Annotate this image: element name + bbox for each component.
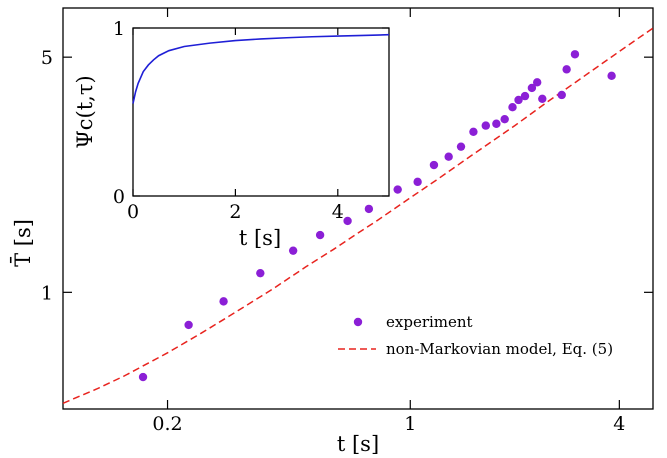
model-curve <box>62 27 654 404</box>
experiment-point <box>429 160 439 170</box>
inset-ytick-label: 1 <box>113 18 125 40</box>
experiment-point <box>557 90 566 100</box>
main-ytick-label: 5 <box>41 47 53 69</box>
experiment-point <box>219 297 228 306</box>
inset-xlabel: t [s] <box>239 226 281 250</box>
experiment-point <box>532 78 542 87</box>
inset-background <box>133 28 389 196</box>
main-xtick-label: 4 <box>613 413 625 435</box>
experiment-point <box>570 50 580 59</box>
experiment-point <box>364 204 374 214</box>
inset-ytick-label: 0 <box>113 186 125 208</box>
inset-xtick-label: 2 <box>229 201 241 223</box>
inset-ylabel: Ψc(t,τ) <box>73 75 97 148</box>
main-plot-frame <box>62 7 654 410</box>
main-ticks: 0.2 1 4 1 5 <box>41 8 653 435</box>
main-points-layer <box>138 50 616 382</box>
experiment-point <box>520 91 530 101</box>
experiment-point <box>492 119 501 128</box>
experiment-point <box>562 65 571 74</box>
main-xtick-label: 0.2 <box>152 413 182 435</box>
main-ylabel: T̄ [s] <box>10 219 35 267</box>
experiment-point <box>500 115 509 124</box>
experiment-point <box>343 216 352 226</box>
inset-curve <box>132 33 390 104</box>
experiment-point <box>538 94 547 104</box>
legend: experiment non-Markovian model, Eq. (5) <box>338 313 613 358</box>
experiment-point <box>527 83 537 93</box>
inset-ticks: 0 2 4 0 1 <box>113 18 389 223</box>
main-curve-layer <box>62 27 654 404</box>
experiment-point <box>393 185 402 194</box>
experiment-point <box>138 372 148 382</box>
experiment-point <box>508 103 517 112</box>
legend-experiment-label: experiment <box>386 313 473 331</box>
inset-chart: 0 2 4 0 1 t [s] Ψc(t,τ) <box>73 18 390 250</box>
experiment-point <box>256 268 265 278</box>
inset-frame <box>132 27 390 197</box>
experiment-point <box>514 95 523 105</box>
experiment-point <box>469 127 478 136</box>
main-xtick-label: 1 <box>404 413 416 435</box>
experiment-point <box>607 71 616 81</box>
experiment-point <box>481 121 490 130</box>
main-xlabel: t [s] <box>337 432 379 456</box>
main-ytick-label: 1 <box>41 282 53 304</box>
inset-curve-layer <box>132 33 390 104</box>
experiment-point <box>315 230 325 240</box>
inset-xtick-label: 0 <box>127 201 139 223</box>
experiment-point <box>288 246 298 255</box>
inset-xtick-label: 4 <box>332 201 344 223</box>
experiment-point <box>413 177 422 187</box>
legend-experiment-marker <box>353 317 363 327</box>
experiment-point <box>444 152 453 161</box>
experiment-point <box>456 142 466 151</box>
experiment-point <box>184 320 193 330</box>
legend-model-label: non-Markovian model, Eq. (5) <box>386 340 613 358</box>
